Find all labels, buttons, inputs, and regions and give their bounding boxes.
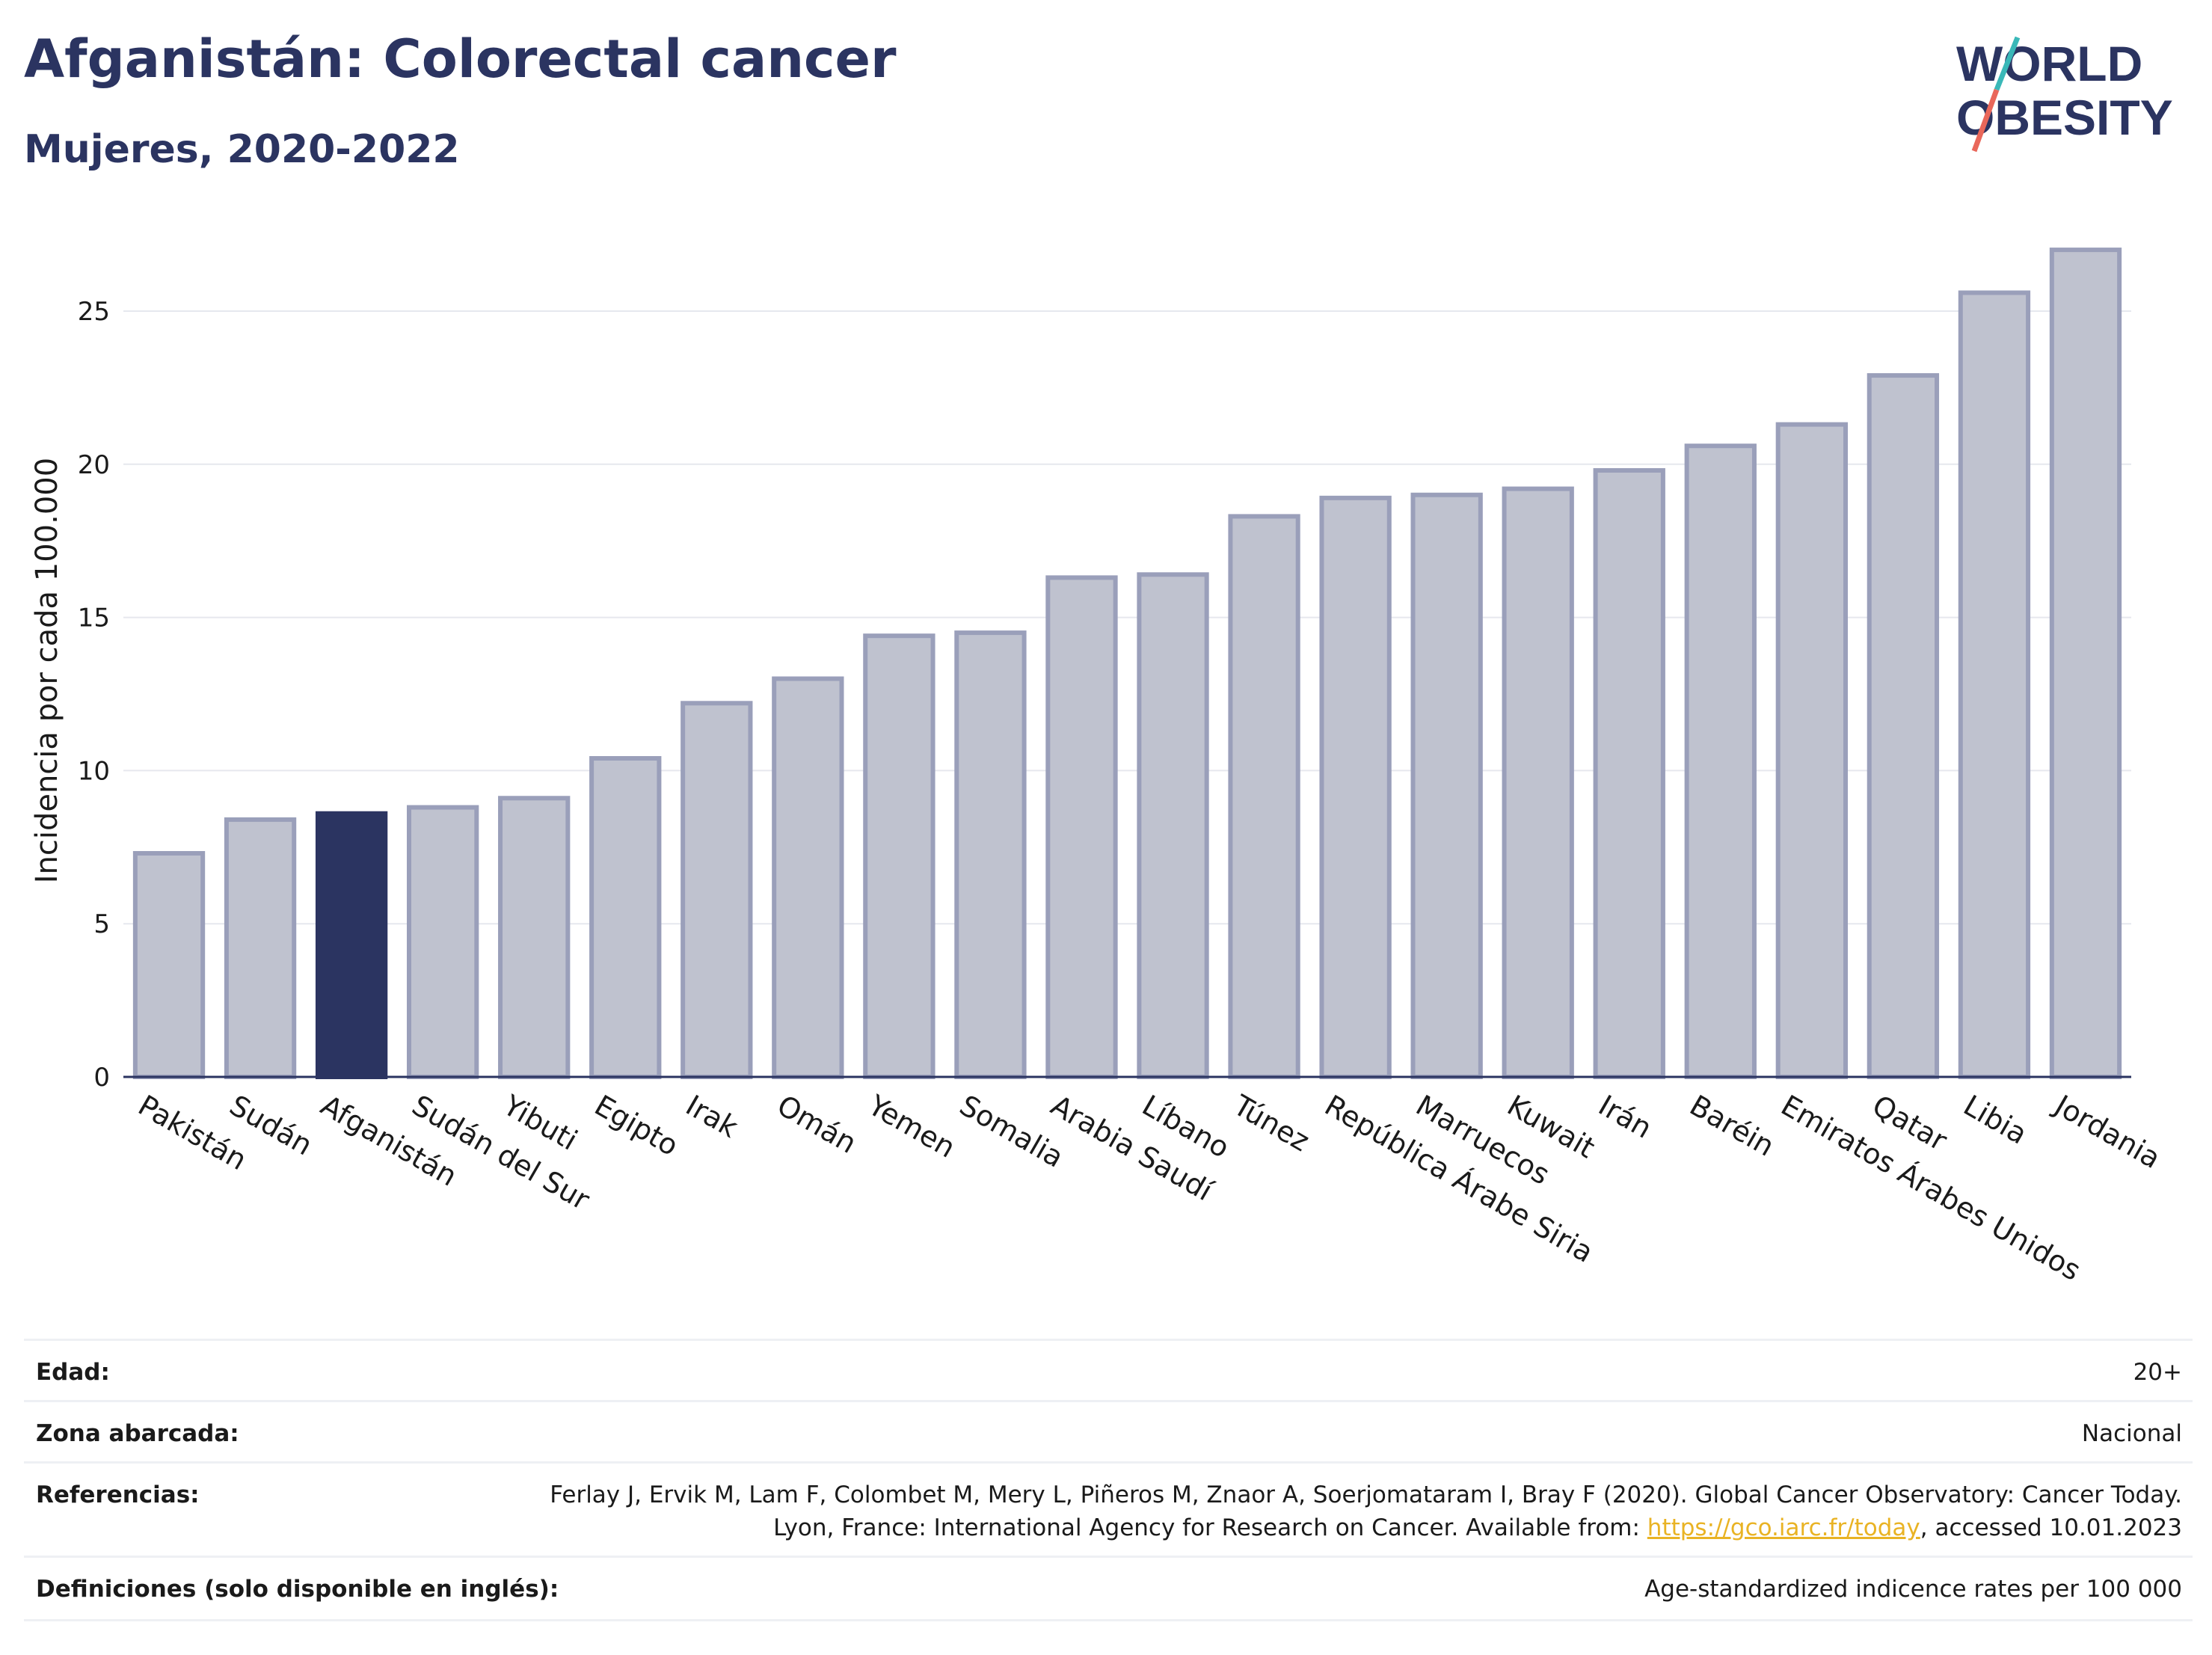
y-axis-label: Incidencia por cada 100.000 <box>30 458 64 884</box>
bar <box>224 817 297 1080</box>
bar <box>1958 290 2031 1080</box>
references-accessed: , accessed 10.01.2023 <box>1920 1514 2182 1541</box>
world-obesity-logo: WORLD OBESITY <box>1956 36 2173 153</box>
bar <box>498 796 571 1080</box>
meta-row-references: Referencias: Ferlay J, Ervik M, Lam F, C… <box>24 1461 2193 1558</box>
bar <box>2049 248 2122 1080</box>
definitions-label: Definiciones (solo disponible en inglés)… <box>36 1576 559 1603</box>
bar <box>1775 422 1848 1079</box>
bar <box>589 756 662 1079</box>
bar <box>1684 443 1757 1079</box>
bar <box>1502 486 1574 1079</box>
bar <box>1045 575 1118 1079</box>
meta-row-area: Zona abarcada: Nacional <box>24 1400 2193 1464</box>
x-tick-label: Túnez <box>1227 1088 1315 1158</box>
bar <box>863 633 936 1079</box>
references-text: Ferlay J, Ervik M, Lam F, Colombet M, Me… <box>537 1479 2182 1544</box>
x-tick-label: Omán <box>772 1089 862 1160</box>
x-tick-label: Somalia <box>954 1089 1069 1174</box>
y-tick-label: 5 <box>93 909 110 939</box>
bar <box>954 630 1027 1079</box>
bar <box>132 850 206 1079</box>
x-tick-label: Irak <box>681 1089 743 1144</box>
y-tick-label: 15 <box>78 604 110 633</box>
bar <box>315 811 388 1080</box>
page-subtitle: Mujeres, 2020-2022 <box>24 127 460 172</box>
bar <box>1410 492 1483 1079</box>
bar <box>1228 514 1300 1079</box>
meta-row-definitions: Definiciones (solo disponible en inglés)… <box>24 1556 2193 1621</box>
bar <box>1137 572 1209 1079</box>
x-tick-label: Egipto <box>589 1089 684 1163</box>
y-tick-label: 0 <box>93 1063 110 1093</box>
y-tick-label: 25 <box>78 297 110 327</box>
references-citation: Ferlay J, Ervik M, Lam F, Colombet M, Me… <box>550 1481 2182 1541</box>
meta-row-age: Edad: 20+ <box>24 1339 2193 1402</box>
references-label: Referencias: <box>36 1481 200 1508</box>
x-tick-label: Libia <box>1958 1089 2033 1151</box>
x-tick-label: Baréin <box>1684 1089 1780 1163</box>
bar <box>1593 467 1665 1079</box>
area-value: Nacional <box>2081 1420 2182 1447</box>
x-tick-label: Yemen <box>862 1088 961 1164</box>
age-value: 20+ <box>2133 1359 2182 1386</box>
bar <box>1867 373 1940 1079</box>
y-tick-label: 20 <box>78 450 110 480</box>
bar <box>772 676 844 1079</box>
x-tick-label: Irán <box>1593 1089 1657 1145</box>
svg-text:WORLD: WORLD <box>1956 36 2142 91</box>
x-tick-label: Jordania <box>2048 1088 2166 1175</box>
y-tick-label: 10 <box>78 756 110 786</box>
area-label: Zona abarcada: <box>36 1420 239 1447</box>
bar <box>1319 495 1392 1079</box>
page-title: Afganistán: Colorectal cancer <box>24 28 897 90</box>
bar <box>681 701 753 1080</box>
age-label: Edad: <box>36 1359 110 1386</box>
references-link[interactable]: https://gco.iarc.fr/today <box>1647 1514 1920 1541</box>
bar <box>407 805 479 1079</box>
definitions-value: Age-standardized indicence rates per 100… <box>1644 1576 2182 1603</box>
